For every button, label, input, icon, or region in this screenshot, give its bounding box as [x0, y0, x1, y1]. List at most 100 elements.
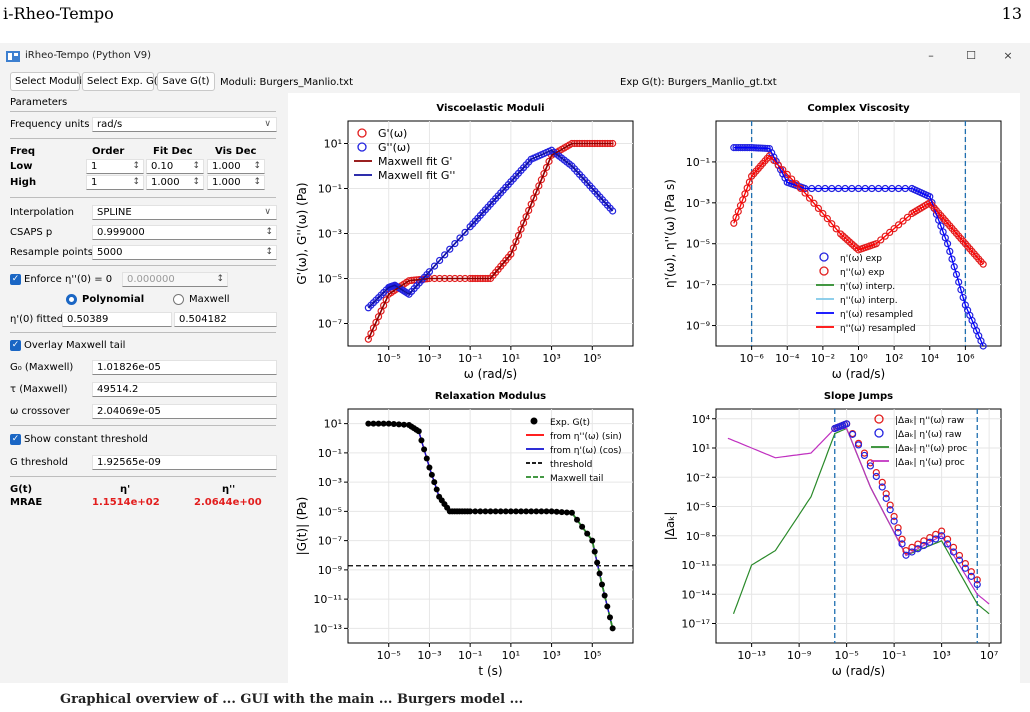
x-tick-label: 10⁰: [849, 352, 868, 365]
enforce-value-input[interactable]: 0.000000: [122, 272, 228, 287]
exp-gt-point: [502, 508, 509, 515]
exp-gt-point: [507, 508, 514, 515]
eta1-exp-point: [979, 342, 987, 350]
eta2-raw-point: [898, 535, 906, 543]
x-tick-label: 10⁻⁴: [775, 352, 800, 365]
y-tick-label: 10⁻⁵: [686, 501, 710, 514]
results-col2: η': [120, 484, 131, 495]
tau-input[interactable]: 49514.2: [92, 382, 277, 397]
x-tick-label: 10⁻¹: [882, 649, 906, 662]
low-visdec-input[interactable]: 1.000: [207, 159, 265, 174]
eta1-exp-point: [952, 270, 961, 279]
high-fitdec-input[interactable]: 1.000: [146, 175, 204, 190]
minimize-button[interactable]: –: [928, 49, 934, 62]
exp-gt-point: [528, 508, 535, 515]
legend-marker: [357, 142, 367, 152]
exp-gt-point: [433, 486, 440, 493]
col-freq-header: Freq: [10, 146, 36, 157]
interp-label: Interpolation: [10, 207, 74, 218]
eta-fitted-value[interactable]: 0.50389: [62, 312, 172, 327]
exp-gt-point: [487, 508, 494, 515]
x-tick-label: 10⁴: [921, 352, 940, 365]
eta1-raw-point: [973, 580, 981, 589]
exp-gt-point: [538, 508, 545, 515]
chart-title: Complex Viscosity: [807, 103, 910, 114]
enforce-label: Enforce η''(0) = 0: [24, 274, 113, 285]
interp-select[interactable]: SPLINE: [92, 205, 277, 220]
eta2-exp-point: [872, 240, 880, 248]
col-visdec-header: Vis Dec: [215, 146, 257, 157]
eta1-raw-point: [920, 541, 928, 550]
legend-marker: [530, 417, 538, 425]
divider: [10, 197, 276, 198]
eta1-raw-point: [886, 506, 894, 514]
select-moduli-button[interactable]: Select Moduli: [10, 72, 82, 91]
eta1-exp-point: [943, 240, 952, 248]
exp-gt-point: [370, 420, 377, 427]
eta1-raw-point: [872, 472, 880, 481]
x-tick-label: 10³: [932, 649, 950, 662]
x-tick-label: 10⁻³: [417, 352, 441, 365]
save-button[interactable]: Save G(t): [157, 72, 215, 91]
high-order-input[interactable]: 1: [86, 175, 144, 190]
maximize-button[interactable]: ☐: [966, 49, 976, 62]
legend-label: η'(ω) exp: [840, 254, 882, 264]
low-fitdec-input[interactable]: 0.10: [146, 159, 204, 174]
freq-units-select[interactable]: rad/s: [92, 117, 277, 132]
exp-gt-point: [609, 625, 616, 632]
page-header: i-Rheo-Tempo 13: [0, 0, 1030, 40]
low-order-input[interactable]: 1: [86, 159, 144, 174]
overlay-checkbox[interactable]: ✓: [10, 340, 21, 351]
exp-gt-point: [591, 548, 598, 555]
select-exp-button[interactable]: Select Exp. G(t): [82, 72, 165, 91]
gprime-point: [537, 176, 545, 184]
legend-label: η'(ω) interp.: [840, 282, 895, 292]
polynomial-radio[interactable]: [66, 294, 77, 305]
eta1-raw-point: [938, 532, 946, 540]
gprime-point: [369, 324, 378, 332]
eta2-exp-point: [979, 260, 987, 268]
x-tick-label: 10⁻⁵: [377, 649, 401, 662]
y-tick-label: 10⁻⁸: [686, 530, 711, 543]
wcross-input[interactable]: 2.04069e-05: [92, 404, 277, 419]
close-button[interactable]: ×: [1003, 49, 1013, 62]
divider: [10, 476, 276, 477]
resample-input[interactable]: 5000: [92, 245, 277, 260]
gprime-point: [514, 231, 523, 240]
eta2-exp-point: [732, 213, 740, 221]
legend-marker: [819, 252, 829, 262]
gprime-point: [367, 330, 375, 338]
enforce-checkbox[interactable]: ✓: [10, 274, 21, 285]
csaps-label: CSAPS p: [10, 227, 53, 238]
wcross-label: ω crossover: [10, 406, 70, 417]
y-tick-label: 10⁻⁵: [318, 505, 342, 518]
eta-fitted-value-2[interactable]: 0.504182: [174, 312, 277, 327]
gthr-input[interactable]: 1.92565e-09: [92, 455, 277, 470]
y-tick-label: 10⁻¹⁴: [681, 588, 710, 601]
eta2-exp-point: [814, 204, 823, 212]
high-visdec-input[interactable]: 1.000: [207, 175, 265, 190]
x-axis-label: ω (rad/s): [832, 664, 885, 678]
y-tick-label: 10⁻⁹: [686, 320, 710, 333]
chart-title: Slope Jumps: [824, 391, 893, 402]
resample-label: Resample points: [10, 247, 93, 258]
y-tick-label: 10⁻⁵: [318, 273, 342, 286]
g0-input[interactable]: 1.01826e-05: [92, 360, 277, 375]
eta-fitted-label: η'(0) fitted: [10, 314, 64, 325]
csaps-input[interactable]: 0.999000: [92, 225, 277, 240]
eta1-raw-point: [914, 545, 922, 553]
gthr-label: G threshold: [10, 457, 69, 468]
y-axis-label: |G(t)| (Pa): [295, 497, 309, 556]
y-tick-label: 10⁻³: [318, 476, 342, 489]
chart-title: Viscoelastic Moduli: [436, 103, 544, 114]
divider: [10, 332, 276, 333]
exp-gt-point: [598, 581, 605, 588]
eta1-exp-point: [959, 293, 967, 302]
gprime-point: [527, 200, 535, 208]
threshold-checkbox[interactable]: ✓: [10, 434, 21, 445]
eta1-raw-point: [890, 517, 898, 525]
maxwell-radio[interactable]: [173, 294, 184, 305]
eta2-exp-point: [832, 225, 840, 233]
gprime-point: [542, 163, 551, 172]
chart-title: Relaxation Modulus: [435, 391, 546, 402]
